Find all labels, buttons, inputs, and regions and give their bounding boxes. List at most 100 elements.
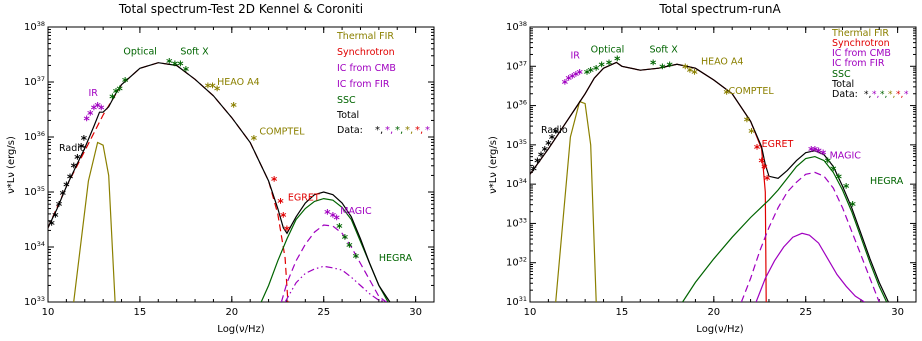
- data-point: *: [576, 67, 583, 81]
- legend-ssc: SSC: [337, 95, 356, 106]
- legend-marker: *,: [415, 125, 423, 136]
- data-point: *: [682, 61, 689, 75]
- series-line-thermal-fir: [73, 141, 116, 302]
- data-point: *: [342, 232, 349, 246]
- data-point: *: [593, 63, 600, 77]
- legend-thermal-fir: Thermal FIR: [336, 31, 394, 42]
- data-point: *: [60, 188, 67, 202]
- x-tick-label: 25: [317, 307, 330, 318]
- x-tick-label: 20: [225, 307, 238, 318]
- data-point: *: [284, 224, 291, 238]
- data-point: *: [815, 146, 822, 160]
- series-line-thermal-fir: [555, 100, 597, 302]
- y-axis-label: ν*Lν (erg/s): [6, 136, 17, 194]
- data-point: *: [588, 65, 595, 79]
- data-point: *: [549, 132, 556, 146]
- data-point: *: [562, 77, 569, 91]
- annotation-heao-a4: HEAO A4: [217, 77, 260, 88]
- x-tick-label: 20: [707, 307, 720, 318]
- x-tick-label: 25: [799, 307, 812, 318]
- legend: Thermal FIR Synchrotron IC from CMB IC f…: [336, 31, 430, 136]
- data-point: *: [584, 67, 591, 81]
- curves: [48, 62, 391, 302]
- data-point: *: [231, 100, 238, 114]
- annotation-optical: Optical: [591, 45, 625, 56]
- data-point: *: [687, 65, 694, 79]
- chart-panel-left: Total spectrum-Test 2D Kennel & Coroniti…: [6, 2, 435, 335]
- data-point: *: [280, 210, 287, 224]
- data-point: *: [209, 81, 216, 95]
- data-point: *: [98, 103, 105, 117]
- legend-marker: *,: [405, 125, 413, 136]
- data-point: *: [691, 67, 698, 81]
- y-tick-label: 1035: [24, 185, 45, 198]
- legend-marker: *,: [872, 90, 879, 100]
- data-point: *: [271, 174, 278, 188]
- legend-ssc: SSC: [832, 69, 851, 80]
- legend-marker: *: [425, 125, 430, 136]
- data-point: *: [117, 83, 124, 97]
- annotation-soft-x: Soft X: [649, 45, 678, 56]
- y-tick-label: 1037: [24, 75, 45, 88]
- chart-title: Total spectrum-Test 2D Kennel & Coroniti: [118, 2, 363, 16]
- y-tick-label: 1038: [24, 20, 45, 33]
- x-axis-label: Log(ν/Hz): [217, 324, 264, 335]
- legend-thermal-fir: Thermal FIR: [831, 28, 889, 39]
- data-point: *: [205, 81, 212, 95]
- annotation-radio: Radio: [59, 143, 86, 154]
- y-tick-label: 1038: [506, 20, 527, 33]
- x-tick-label: 30: [409, 307, 422, 318]
- legend-data-markers: *, *, *, *, *, *: [375, 125, 430, 136]
- data-point: *: [172, 59, 179, 73]
- plot-frame: [47, 26, 435, 303]
- x-axis-label: Log(ν/Hz): [696, 324, 743, 335]
- y-tick-label: 1035: [506, 138, 527, 151]
- y-tick-label: 1034: [24, 240, 45, 253]
- annotation-ir: IR: [570, 50, 580, 61]
- data-point: *: [109, 92, 116, 106]
- annotation-magic: MAGIC: [830, 151, 862, 162]
- data-point: *: [63, 180, 70, 194]
- legend-total: Total: [336, 110, 359, 121]
- series-line-ssc: [682, 155, 888, 302]
- data-point: *: [74, 152, 81, 166]
- legend-synchrotron: Synchrotron: [832, 38, 890, 49]
- data-point: *: [553, 126, 560, 140]
- data-point: *: [748, 126, 755, 140]
- y-tick-label: 1034: [506, 177, 527, 190]
- legend-total: Total: [831, 79, 854, 90]
- legend-ic-cmb: IC from CMB: [832, 48, 891, 59]
- annotation-egret: EGRET: [288, 192, 320, 203]
- data-point: *: [94, 100, 101, 114]
- data-point: *: [812, 144, 819, 158]
- data-point: *: [538, 150, 545, 164]
- data-point: *: [836, 171, 843, 185]
- data-point: *: [91, 103, 98, 117]
- data-point: *: [724, 87, 731, 101]
- data-point: *: [650, 57, 657, 71]
- data-point: *: [573, 69, 580, 83]
- legend-data-markers: *, *, *, *, *, *: [864, 90, 909, 100]
- legend: Thermal FIR Synchrotron IC from CMB IC f…: [831, 28, 909, 100]
- legend-marker: *,: [896, 90, 903, 100]
- data-point: *: [336, 221, 343, 235]
- legend-ic-fir: IC from FIR: [337, 79, 390, 90]
- data-point: *: [251, 133, 258, 147]
- data-point: *: [569, 71, 576, 85]
- legend-marker: *,: [385, 125, 393, 136]
- x-tick-label: 10: [42, 307, 55, 318]
- annotation-optical: Optical: [123, 47, 157, 58]
- data-point: *: [353, 251, 360, 265]
- annotation-comptel: COMPTEL: [259, 126, 305, 137]
- data-point: *: [758, 156, 765, 170]
- legend-ic-cmb: IC from CMB: [337, 63, 396, 74]
- plot-frame: [529, 26, 917, 303]
- annotation-soft-x: Soft X: [180, 47, 209, 58]
- legend-data: Data:: [832, 89, 858, 100]
- series-line-synchrotron: [48, 62, 289, 302]
- data-point: *: [81, 133, 88, 147]
- data-point: *: [71, 160, 78, 174]
- annotation-comptel: COMPTEL: [729, 86, 775, 97]
- data-point: *: [324, 207, 331, 221]
